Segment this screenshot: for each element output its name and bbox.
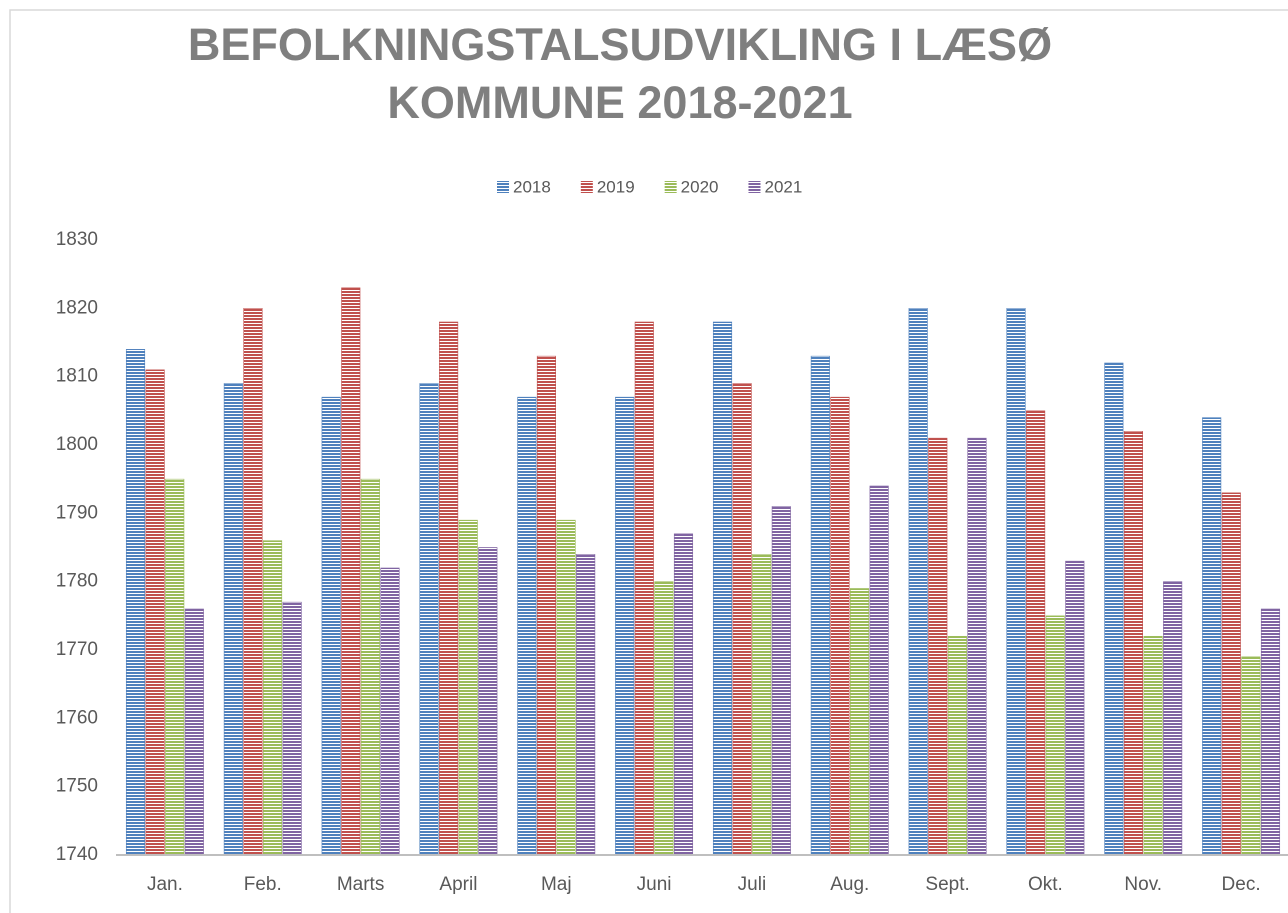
- bar: [634, 321, 654, 856]
- bar: [849, 588, 870, 856]
- y-tick-label: 1760: [56, 707, 98, 728]
- bar: [125, 349, 146, 856]
- bar: [458, 519, 478, 856]
- bar: [1006, 308, 1026, 856]
- bar: [439, 321, 459, 856]
- bar: [1065, 560, 1085, 856]
- y-tick-label: 1810: [56, 366, 98, 387]
- bar: [1045, 615, 1065, 856]
- bar: [223, 383, 243, 856]
- legend-swatch: [580, 181, 593, 193]
- x-tick-label: Maj: [541, 874, 572, 895]
- bar: [947, 636, 967, 856]
- y-tick-label: 1820: [56, 297, 98, 318]
- x-tick-label: Feb.: [244, 874, 282, 895]
- bar: [536, 355, 557, 856]
- bar: [869, 485, 889, 856]
- x-tick-label: Marts: [337, 874, 385, 895]
- y-tick-label: 1780: [56, 571, 98, 592]
- bar: [478, 547, 498, 856]
- bar: [321, 396, 341, 856]
- bar: [380, 567, 400, 856]
- bar: [262, 540, 283, 856]
- legend-swatch: [748, 181, 761, 193]
- bar: [654, 581, 674, 856]
- bar: [341, 287, 361, 856]
- bar: [282, 601, 302, 856]
- bar: [556, 519, 576, 856]
- chart-title: BEFOLKNINGSTALSUDVIKLING I LÆSØ KOMMUNE …: [187, 19, 1053, 128]
- bar: [1241, 656, 1261, 856]
- x-tick-label: Sept.: [925, 874, 969, 895]
- bar: [673, 533, 694, 856]
- bar: [1260, 608, 1281, 856]
- x-tick-label: Nov.: [1124, 874, 1162, 895]
- bar: [1163, 581, 1183, 856]
- bar: [145, 369, 165, 856]
- bar: [810, 355, 830, 856]
- bar: [712, 321, 733, 856]
- bar: [752, 554, 772, 856]
- bar: [517, 396, 537, 856]
- bar: [419, 383, 439, 856]
- y-tick-label: 1750: [56, 776, 98, 797]
- x-tick-label: April: [439, 874, 477, 895]
- bar: [360, 478, 380, 856]
- legend-swatch: [497, 181, 509, 193]
- bar: [771, 506, 791, 856]
- bar: [165, 478, 185, 856]
- legend-swatch: [664, 181, 677, 193]
- bar: [928, 437, 948, 856]
- x-tick-label: Okt.: [1028, 874, 1063, 895]
- chart-frame: [9, 9, 1288, 913]
- bar: [830, 396, 850, 856]
- bar: [615, 396, 635, 856]
- bar: [967, 437, 987, 856]
- bar: [184, 608, 204, 856]
- y-tick-label: 1830: [56, 229, 98, 250]
- x-tick-label: Aug.: [830, 874, 869, 895]
- bar: [1104, 362, 1124, 856]
- y-tick-label: 1800: [56, 434, 98, 455]
- bar: [1202, 417, 1222, 856]
- legend-label: 2019: [597, 177, 635, 196]
- y-tick-label: 1740: [56, 844, 98, 865]
- y-tick-label: 1790: [56, 502, 98, 523]
- bar: [243, 308, 263, 856]
- legend-label: 2018: [513, 177, 551, 196]
- x-tick-label: Juni: [637, 874, 672, 895]
- x-tick-label: Dec.: [1222, 874, 1261, 895]
- x-tick-label: Jan.: [147, 874, 183, 895]
- bar: [908, 308, 928, 856]
- x-tick-label: Juli: [738, 874, 767, 895]
- bar: [1143, 636, 1163, 856]
- legend-label: 2020: [681, 177, 719, 196]
- legend-label: 2021: [764, 177, 802, 196]
- bar: [1026, 410, 1046, 856]
- bar: [732, 383, 752, 856]
- bar: [1123, 431, 1143, 856]
- y-tick-label: 1770: [56, 639, 98, 660]
- bar: [576, 554, 596, 856]
- bar: [1221, 492, 1241, 856]
